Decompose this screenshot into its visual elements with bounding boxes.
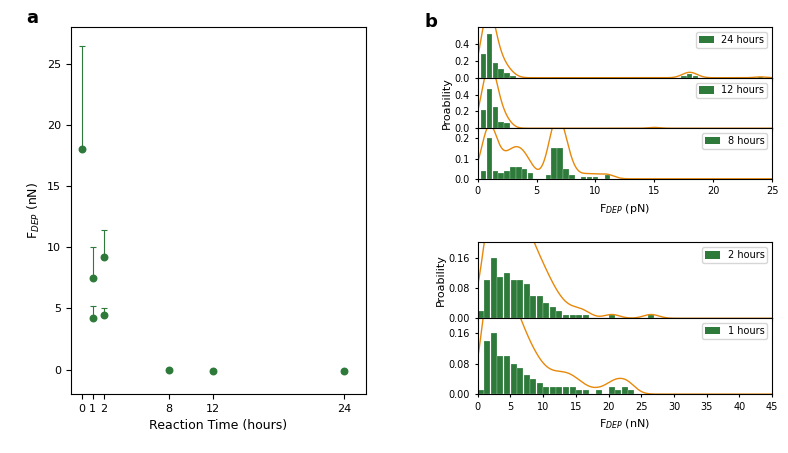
Bar bbox=[582, 314, 589, 318]
Bar bbox=[550, 307, 556, 318]
Bar bbox=[504, 171, 510, 179]
Legend: 2 hours: 2 hours bbox=[702, 247, 768, 263]
Bar bbox=[543, 386, 549, 394]
Bar bbox=[485, 280, 490, 318]
Bar bbox=[593, 177, 598, 179]
Bar bbox=[576, 314, 582, 318]
Bar bbox=[481, 110, 486, 128]
Text: b: b bbox=[425, 13, 437, 31]
Bar bbox=[552, 149, 557, 179]
Bar bbox=[504, 356, 510, 394]
X-axis label: F$_{DEP}$ (nN): F$_{DEP}$ (nN) bbox=[600, 417, 650, 431]
Bar bbox=[652, 127, 657, 128]
Bar bbox=[537, 295, 543, 318]
Bar bbox=[517, 280, 523, 318]
Bar bbox=[478, 390, 484, 394]
Bar bbox=[487, 138, 492, 179]
Legend: 24 hours: 24 hours bbox=[696, 32, 768, 48]
Bar bbox=[504, 123, 510, 128]
Bar bbox=[693, 76, 698, 78]
Bar bbox=[492, 63, 498, 78]
Point bbox=[337, 367, 350, 375]
Point bbox=[98, 311, 110, 318]
Bar bbox=[681, 76, 686, 78]
Bar bbox=[522, 169, 527, 179]
Bar bbox=[563, 386, 569, 394]
Point bbox=[163, 366, 176, 373]
Bar bbox=[497, 356, 504, 394]
Bar bbox=[516, 167, 522, 179]
Bar bbox=[530, 295, 537, 318]
Point bbox=[98, 254, 110, 261]
Bar bbox=[570, 386, 575, 394]
Bar bbox=[758, 77, 763, 78]
Bar bbox=[543, 303, 549, 318]
Bar bbox=[504, 273, 510, 318]
Bar bbox=[499, 121, 504, 128]
Bar bbox=[550, 386, 556, 394]
Bar bbox=[622, 386, 628, 394]
Bar bbox=[587, 177, 593, 179]
Bar bbox=[570, 314, 575, 318]
Bar bbox=[504, 72, 510, 78]
Bar bbox=[499, 173, 504, 179]
Bar bbox=[492, 107, 498, 128]
Legend: 8 hours: 8 hours bbox=[702, 133, 768, 149]
Y-axis label: F$_{DEP}$ (nN): F$_{DEP}$ (nN) bbox=[25, 182, 42, 239]
Bar bbox=[511, 364, 517, 394]
Point bbox=[76, 146, 88, 153]
Bar bbox=[497, 277, 504, 318]
Bar bbox=[517, 367, 523, 394]
Bar bbox=[510, 76, 515, 78]
Bar bbox=[481, 54, 486, 78]
Bar bbox=[604, 175, 610, 179]
Point bbox=[206, 367, 219, 375]
Bar bbox=[596, 390, 602, 394]
Bar bbox=[499, 69, 504, 78]
Bar bbox=[609, 386, 615, 394]
X-axis label: Reaction Time (hours): Reaction Time (hours) bbox=[149, 419, 288, 432]
Bar bbox=[569, 175, 574, 179]
Bar bbox=[478, 311, 484, 318]
Bar bbox=[563, 314, 569, 318]
Bar bbox=[576, 390, 582, 394]
Bar bbox=[629, 390, 634, 394]
Legend: 1 hours: 1 hours bbox=[702, 323, 768, 339]
Bar bbox=[524, 375, 530, 394]
Bar bbox=[556, 311, 563, 318]
Text: a: a bbox=[27, 9, 39, 27]
Bar bbox=[609, 314, 615, 318]
Point bbox=[87, 275, 99, 282]
Bar bbox=[615, 390, 622, 394]
Bar bbox=[537, 383, 543, 394]
Bar bbox=[557, 149, 563, 179]
Bar bbox=[510, 167, 515, 179]
X-axis label: F$_{DEP}$ (pN): F$_{DEP}$ (pN) bbox=[600, 202, 650, 216]
Bar bbox=[687, 74, 693, 78]
Y-axis label: Proability: Proability bbox=[442, 77, 452, 129]
Bar bbox=[487, 34, 492, 78]
Bar bbox=[563, 169, 569, 179]
Bar bbox=[581, 177, 586, 179]
Bar bbox=[530, 379, 537, 394]
Y-axis label: Proability: Proability bbox=[436, 255, 446, 306]
Bar bbox=[556, 386, 563, 394]
Bar bbox=[492, 171, 498, 179]
Legend: 12 hours: 12 hours bbox=[696, 82, 768, 98]
Bar bbox=[491, 333, 497, 394]
Bar bbox=[491, 258, 497, 318]
Bar bbox=[582, 390, 589, 394]
Bar bbox=[545, 175, 551, 179]
Bar bbox=[648, 314, 654, 318]
Bar bbox=[487, 89, 492, 128]
Bar bbox=[481, 171, 486, 179]
Point bbox=[87, 315, 99, 322]
Bar bbox=[524, 284, 530, 318]
Bar bbox=[511, 280, 517, 318]
Bar bbox=[485, 341, 490, 394]
Bar bbox=[528, 173, 533, 179]
